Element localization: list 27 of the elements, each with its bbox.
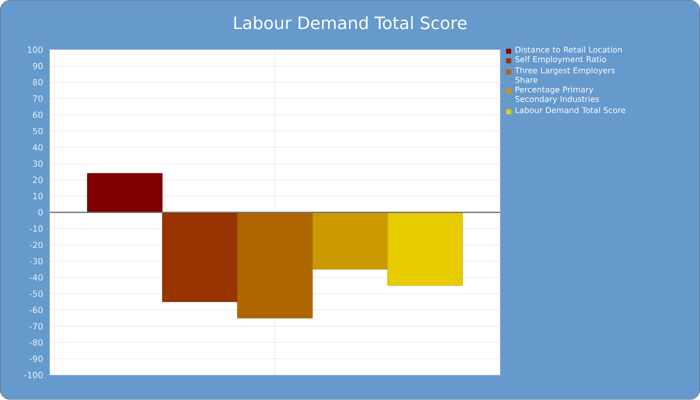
y-tick-label: -100 <box>24 372 43 378</box>
y-tick-label: 0 <box>38 209 43 216</box>
y-tick-label: -20 <box>30 242 43 248</box>
legend-label: Percentage Primary Secondary Industries <box>515 86 600 104</box>
y-tick-label: 10 <box>33 193 43 200</box>
y-tick-label: -80 <box>30 339 43 346</box>
y-tick-label: 80 <box>32 79 43 86</box>
legend-label: Distance to Retail Location <box>516 46 622 53</box>
y-tick-label: 60 <box>32 112 43 118</box>
y-tick-label: 70 <box>33 95 43 102</box>
y-tick-label: 90 <box>32 62 43 70</box>
y-tick-label: 40 <box>32 144 43 151</box>
y-tick-label: 30 <box>33 160 43 167</box>
y-tick-label: -90 <box>30 356 43 362</box>
y-tick-label: -10 <box>30 226 43 232</box>
y-tick-label: -40 <box>30 274 43 281</box>
y-tick-label: 50 <box>33 128 43 134</box>
y-tick-label: -50 <box>30 290 43 298</box>
chart-title: Labour Demand Total Score <box>234 16 466 30</box>
y-tick-label: -70 <box>30 323 43 330</box>
y-tick-label: 20 <box>33 176 43 184</box>
legend-label: Self Employment Ratio <box>515 56 606 64</box>
legend-label: Labour Demand Total Score <box>516 107 626 114</box>
legend-label: Three Largest Employers Share <box>514 67 615 84</box>
y-tick-label: -60 <box>30 306 43 314</box>
y-tick-label: -30 <box>30 258 43 265</box>
y-tick-label: 100 <box>28 46 43 54</box>
